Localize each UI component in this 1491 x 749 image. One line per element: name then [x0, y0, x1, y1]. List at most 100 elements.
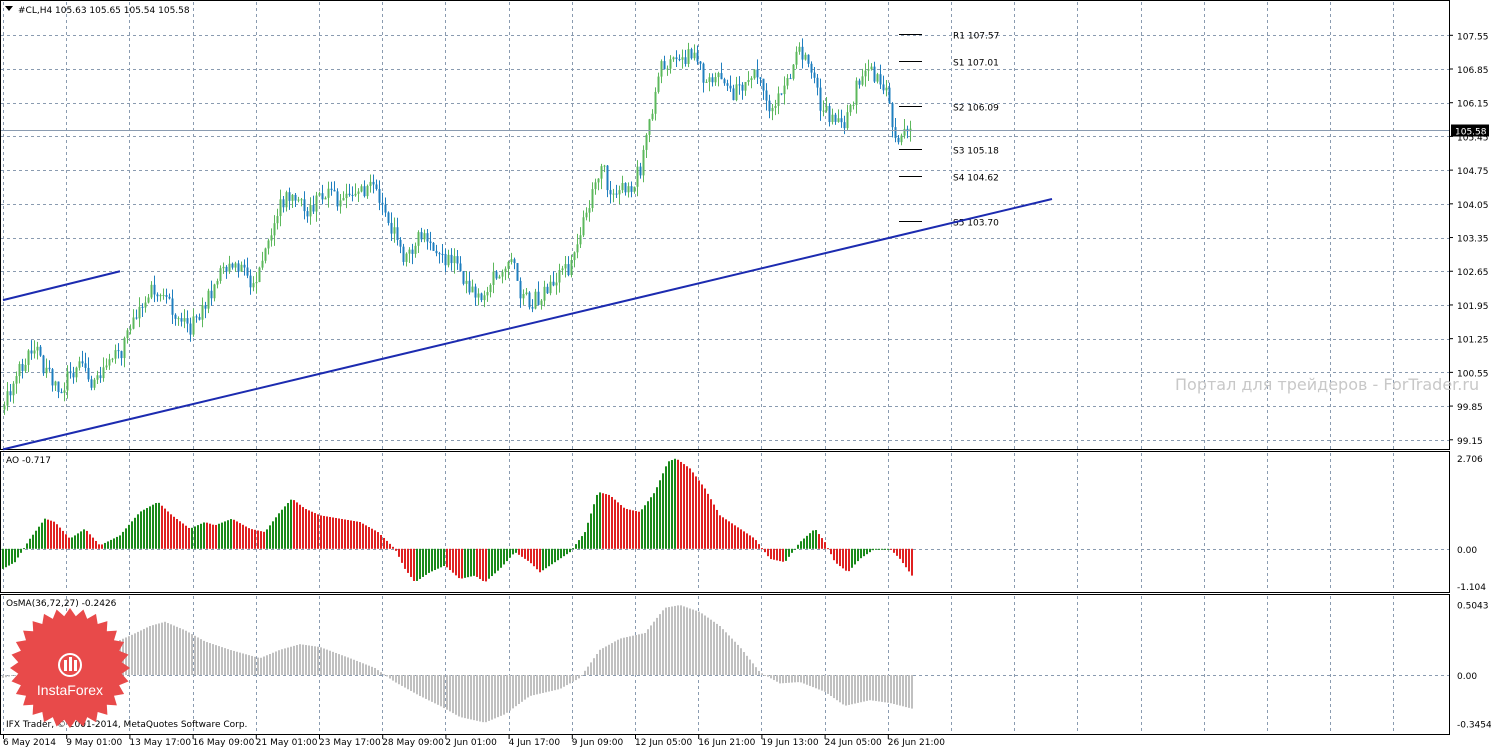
candle-body [300, 199, 303, 201]
candle-body [849, 105, 852, 113]
ao-bar [323, 515, 325, 549]
candle-body [249, 275, 252, 288]
candle-body [777, 93, 780, 107]
candle-body [312, 205, 315, 212]
candle-body [645, 134, 648, 150]
osma-bar [836, 675, 838, 701]
osma-bar [320, 647, 322, 675]
candle-body [27, 350, 30, 365]
ao-bar [491, 548, 493, 577]
ao-bar [236, 521, 238, 549]
ao-bar [470, 548, 472, 577]
candle-body [540, 300, 543, 305]
osma-bar [530, 675, 532, 696]
ao-bar [293, 500, 295, 549]
ao-bar [272, 521, 274, 549]
ao-bar [353, 520, 355, 549]
osma-bar [356, 660, 358, 675]
osma-bar [584, 670, 586, 675]
osma-bar [452, 675, 454, 714]
osma-bar [794, 675, 796, 683]
candle-body [438, 253, 441, 255]
candle-body [270, 235, 273, 241]
osma-bar [251, 655, 253, 675]
osma-bar [332, 651, 334, 675]
osma-bar [134, 633, 136, 675]
candle-body [717, 73, 720, 78]
ao-bar [110, 539, 112, 549]
ao-bar [65, 534, 67, 549]
osma-bar [701, 613, 703, 675]
osma-bar [623, 637, 625, 675]
candle-body [786, 78, 789, 86]
ao-bar [599, 492, 601, 549]
candle-body [819, 87, 822, 111]
price-tick-label: 102.65 [1457, 268, 1489, 278]
candle-body [636, 166, 639, 187]
ao-bar [128, 524, 130, 549]
osma-bar [632, 635, 634, 675]
candle-body [72, 373, 75, 378]
ao-bar [602, 493, 604, 549]
price-tick-label: 104.75 [1457, 167, 1489, 177]
ao-bar [350, 520, 352, 549]
ao-bar [185, 525, 187, 549]
ao-bar [590, 513, 592, 549]
osma-bar [557, 675, 559, 690]
candle-body [729, 85, 732, 89]
ao-bar [155, 503, 157, 549]
osma-bar [398, 675, 400, 685]
candle-body [3, 405, 6, 410]
ao-bar [419, 548, 421, 579]
pivot-label: S2 106.09 [953, 104, 999, 114]
osma-bar [272, 652, 274, 675]
candle-body [696, 52, 699, 62]
candle-body [321, 193, 324, 200]
ao-bar [545, 548, 547, 569]
ao-bar [26, 543, 28, 549]
ao-bar [782, 548, 784, 562]
osma-bar [554, 675, 556, 691]
ao-bar [80, 531, 82, 549]
osma-bar [512, 675, 514, 709]
ao-bar [692, 472, 694, 549]
trendline [2, 270, 121, 302]
candle-body [423, 233, 426, 240]
ao-bar [203, 522, 205, 549]
ao-bar [863, 548, 865, 557]
ao-bar [572, 548, 574, 550]
osma-bar [497, 675, 499, 718]
candle-body [603, 165, 606, 167]
candle-body [174, 314, 177, 319]
osma-bar [818, 675, 820, 690]
ao-bar [668, 461, 670, 549]
ao-bar [164, 508, 166, 549]
ao-bar [176, 519, 178, 549]
osma-bar [221, 647, 223, 675]
osma-bar [377, 670, 379, 675]
ao-bar [83, 529, 85, 549]
candle-body [633, 186, 636, 192]
dropdown-arrow-icon[interactable] [5, 6, 13, 11]
osma-bar [875, 675, 877, 702]
candle-body [123, 338, 126, 359]
ao-bar [413, 548, 415, 581]
osma-bar [767, 675, 769, 677]
ao-bar [221, 522, 223, 549]
ao-bar [302, 507, 304, 549]
ao-bar [890, 548, 892, 550]
osma-bar [374, 668, 376, 675]
osma-bar [800, 675, 802, 683]
osma-bar [158, 623, 160, 675]
osma-bar [200, 639, 202, 675]
candle-body [591, 189, 594, 209]
candle-body [33, 350, 36, 354]
candle-body [120, 351, 123, 359]
candle-body [378, 188, 381, 203]
ao-bar [14, 548, 16, 563]
ao-bar [362, 523, 364, 549]
osma-bar [770, 675, 772, 679]
ao-bar [152, 504, 154, 549]
candle-body [9, 391, 12, 396]
